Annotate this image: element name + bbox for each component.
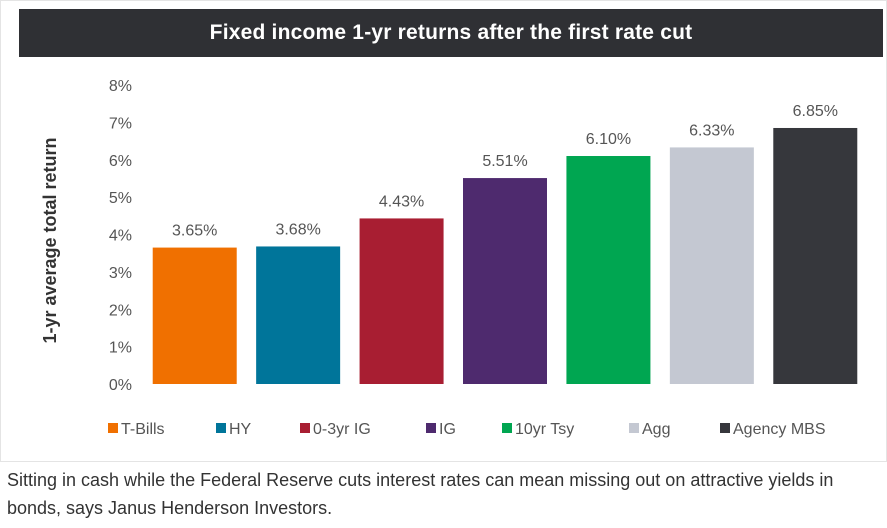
y-tick-label: 2% bbox=[109, 302, 132, 319]
bar-hy bbox=[256, 246, 341, 384]
chart-title: Fixed income 1-yr returns after the firs… bbox=[209, 21, 693, 44]
bar-agg bbox=[669, 147, 754, 384]
legend-swatch bbox=[502, 423, 512, 433]
data-label: 4.43% bbox=[379, 193, 424, 210]
y-tick-label: 3% bbox=[109, 265, 132, 282]
legend-swatch bbox=[300, 423, 310, 433]
bar-agency-mbs bbox=[773, 127, 858, 384]
legend-swatch bbox=[629, 423, 639, 433]
y-tick-label: 6% bbox=[109, 153, 132, 170]
image-caption: Sitting in cash while the Federal Reserv… bbox=[7, 470, 834, 518]
data-label: 6.85% bbox=[793, 103, 838, 120]
legend-label: T-Bills bbox=[121, 421, 165, 438]
legend-label: IG bbox=[439, 421, 456, 438]
data-label: 6.10% bbox=[586, 131, 631, 148]
legend-label: HY bbox=[229, 421, 252, 438]
data-label: 5.51% bbox=[482, 153, 527, 170]
legend-label: 0-3yr IG bbox=[313, 421, 371, 438]
y-tick-label: 1% bbox=[109, 340, 132, 357]
bar-ig bbox=[463, 178, 547, 384]
y-tick-label: 5% bbox=[109, 190, 132, 207]
data-label: 3.65% bbox=[172, 223, 217, 240]
legend-swatch bbox=[216, 423, 226, 433]
legend-label: 10yr Tsy bbox=[515, 421, 574, 438]
legend-swatch bbox=[720, 423, 730, 433]
bar-10yr-tsy bbox=[566, 156, 651, 384]
bar-t-bills bbox=[152, 247, 237, 384]
legend-label: Agency MBS bbox=[733, 421, 825, 438]
data-label: 3.68% bbox=[275, 221, 320, 238]
y-tick-label: 8% bbox=[109, 78, 132, 95]
legend-label: Agg bbox=[642, 421, 670, 438]
y-tick-label: 0% bbox=[109, 377, 132, 394]
y-axis-label: 1-yr average total return bbox=[40, 137, 60, 343]
data-label: 6.33% bbox=[689, 122, 734, 139]
chart-title-bar: Fixed income 1-yr returns after the firs… bbox=[19, 9, 883, 57]
legend-swatch bbox=[426, 423, 436, 433]
bar-chart: 1-yr average total return 0% 1% 2% 3% 4% 5% 6% 7… bbox=[40, 78, 858, 438]
chart-frame: Fixed income 1-yr returns after the firs… bbox=[0, 0, 887, 462]
bar-0-3yr-ig bbox=[359, 218, 444, 384]
legend-swatch bbox=[108, 423, 118, 433]
y-tick-label: 4% bbox=[109, 228, 132, 245]
y-tick-label: 7% bbox=[109, 115, 132, 132]
